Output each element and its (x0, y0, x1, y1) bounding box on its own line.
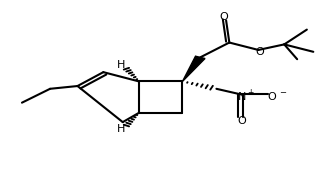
Text: N: N (237, 92, 246, 102)
Text: −: − (279, 88, 286, 97)
Polygon shape (182, 56, 205, 81)
Text: H: H (117, 124, 125, 134)
Text: O: O (219, 12, 228, 22)
Text: O: O (267, 92, 276, 102)
Text: H: H (117, 60, 125, 70)
Text: +: + (247, 88, 254, 97)
Text: O: O (255, 47, 264, 57)
Text: O: O (237, 116, 246, 126)
